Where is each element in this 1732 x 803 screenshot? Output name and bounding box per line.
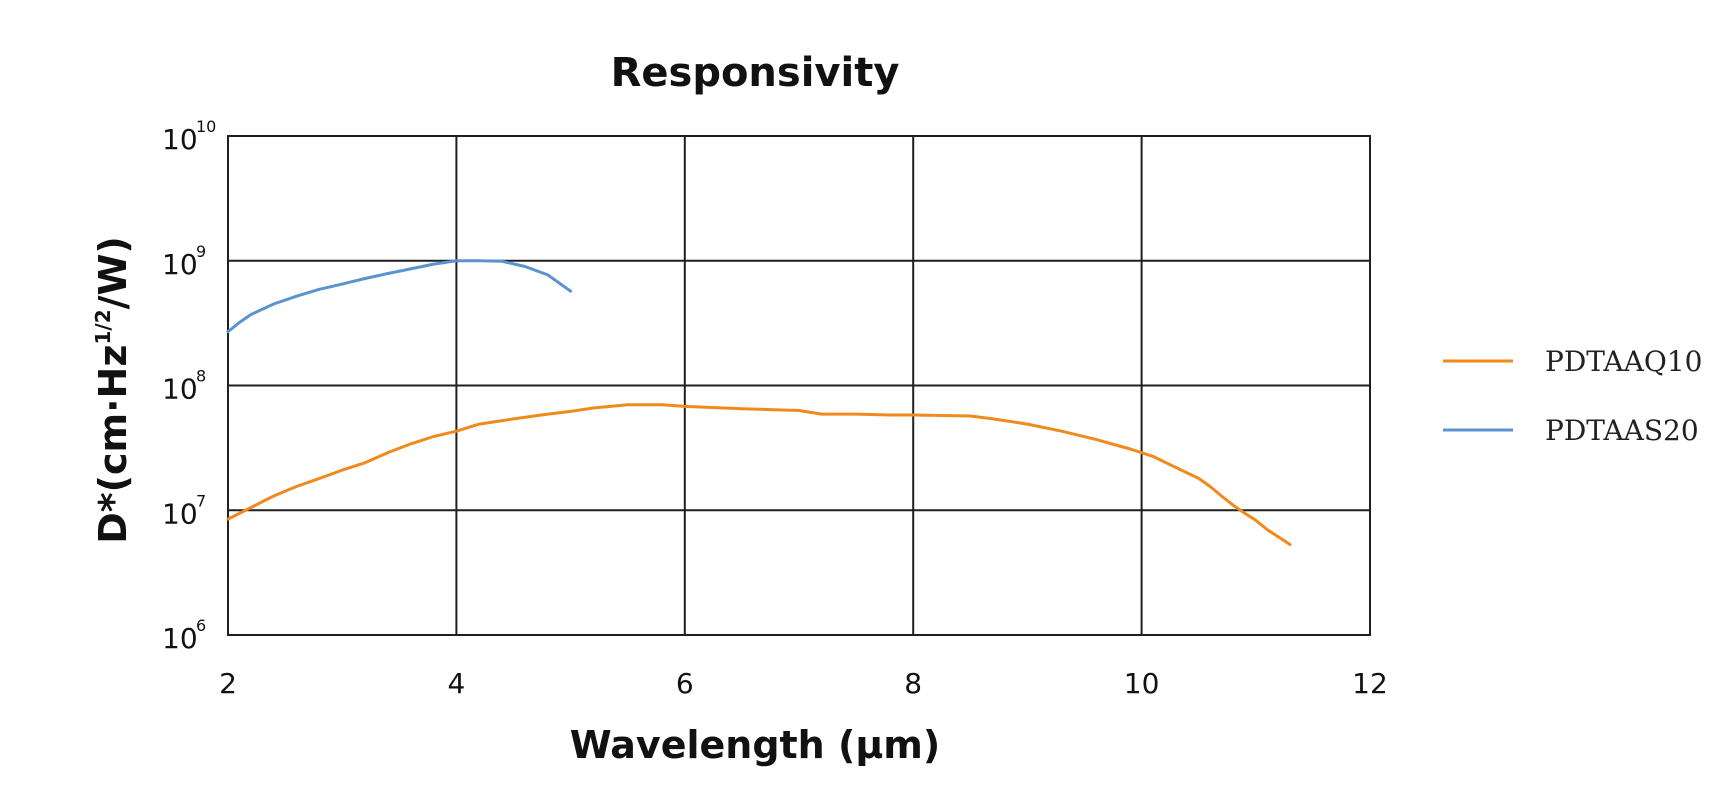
series-line-pdtaas20 (226, 259, 573, 334)
y-tick-label: 109 (162, 242, 206, 281)
y-tick-exponent: 10 (196, 117, 216, 136)
legend-label-pdtaaq10: PDTAAQ10 (1545, 345, 1702, 378)
x-tick-label: 8 (904, 667, 922, 700)
legend-label-pdtaas20: PDTAAS20 (1545, 414, 1699, 447)
y-tick-base: 10 (162, 622, 198, 655)
y-tick-exponent: 7 (196, 491, 206, 510)
y-tick-base: 10 (162, 497, 198, 530)
y-tick-label: 106 (162, 616, 206, 655)
x-axis-label: Wavelength (μm) (570, 723, 941, 767)
y-tick-base: 10 (162, 248, 198, 281)
grid (228, 136, 1370, 635)
y-axis-label-prefix: D*(cm·Hz (91, 345, 135, 544)
y-axis-label: D*(cm·Hz1/2/W) (91, 236, 135, 544)
x-axis-ticks: 2 4 6 8 10 12 (219, 667, 1388, 700)
plot-area-border (227, 135, 1371, 636)
x-tick-label: 10 (1124, 667, 1160, 700)
y-tick-exponent: 6 (196, 616, 206, 635)
y-axis-label-suffix: /W) (91, 236, 135, 309)
y-tick-label: 108 (162, 367, 206, 406)
y-tick-base: 10 (162, 373, 198, 406)
chart-title: Responsivity (611, 50, 900, 96)
series-line-pdtaaq10 (226, 403, 1292, 547)
x-tick-label: 4 (447, 667, 465, 700)
legend: PDTAAQ10 PDTAAS20 (1443, 345, 1702, 447)
x-tick-label: 2 (219, 667, 237, 700)
y-tick-exponent: 8 (196, 367, 206, 386)
x-tick-label: 6 (676, 667, 694, 700)
series-layer (226, 259, 1292, 547)
y-tick-exponent: 9 (196, 242, 206, 261)
y-tick-label: 107 (162, 491, 206, 530)
y-axis-label-superscript: 1/2 (91, 309, 115, 344)
y-tick-base: 10 (162, 123, 198, 156)
x-tick-label: 12 (1352, 667, 1388, 700)
